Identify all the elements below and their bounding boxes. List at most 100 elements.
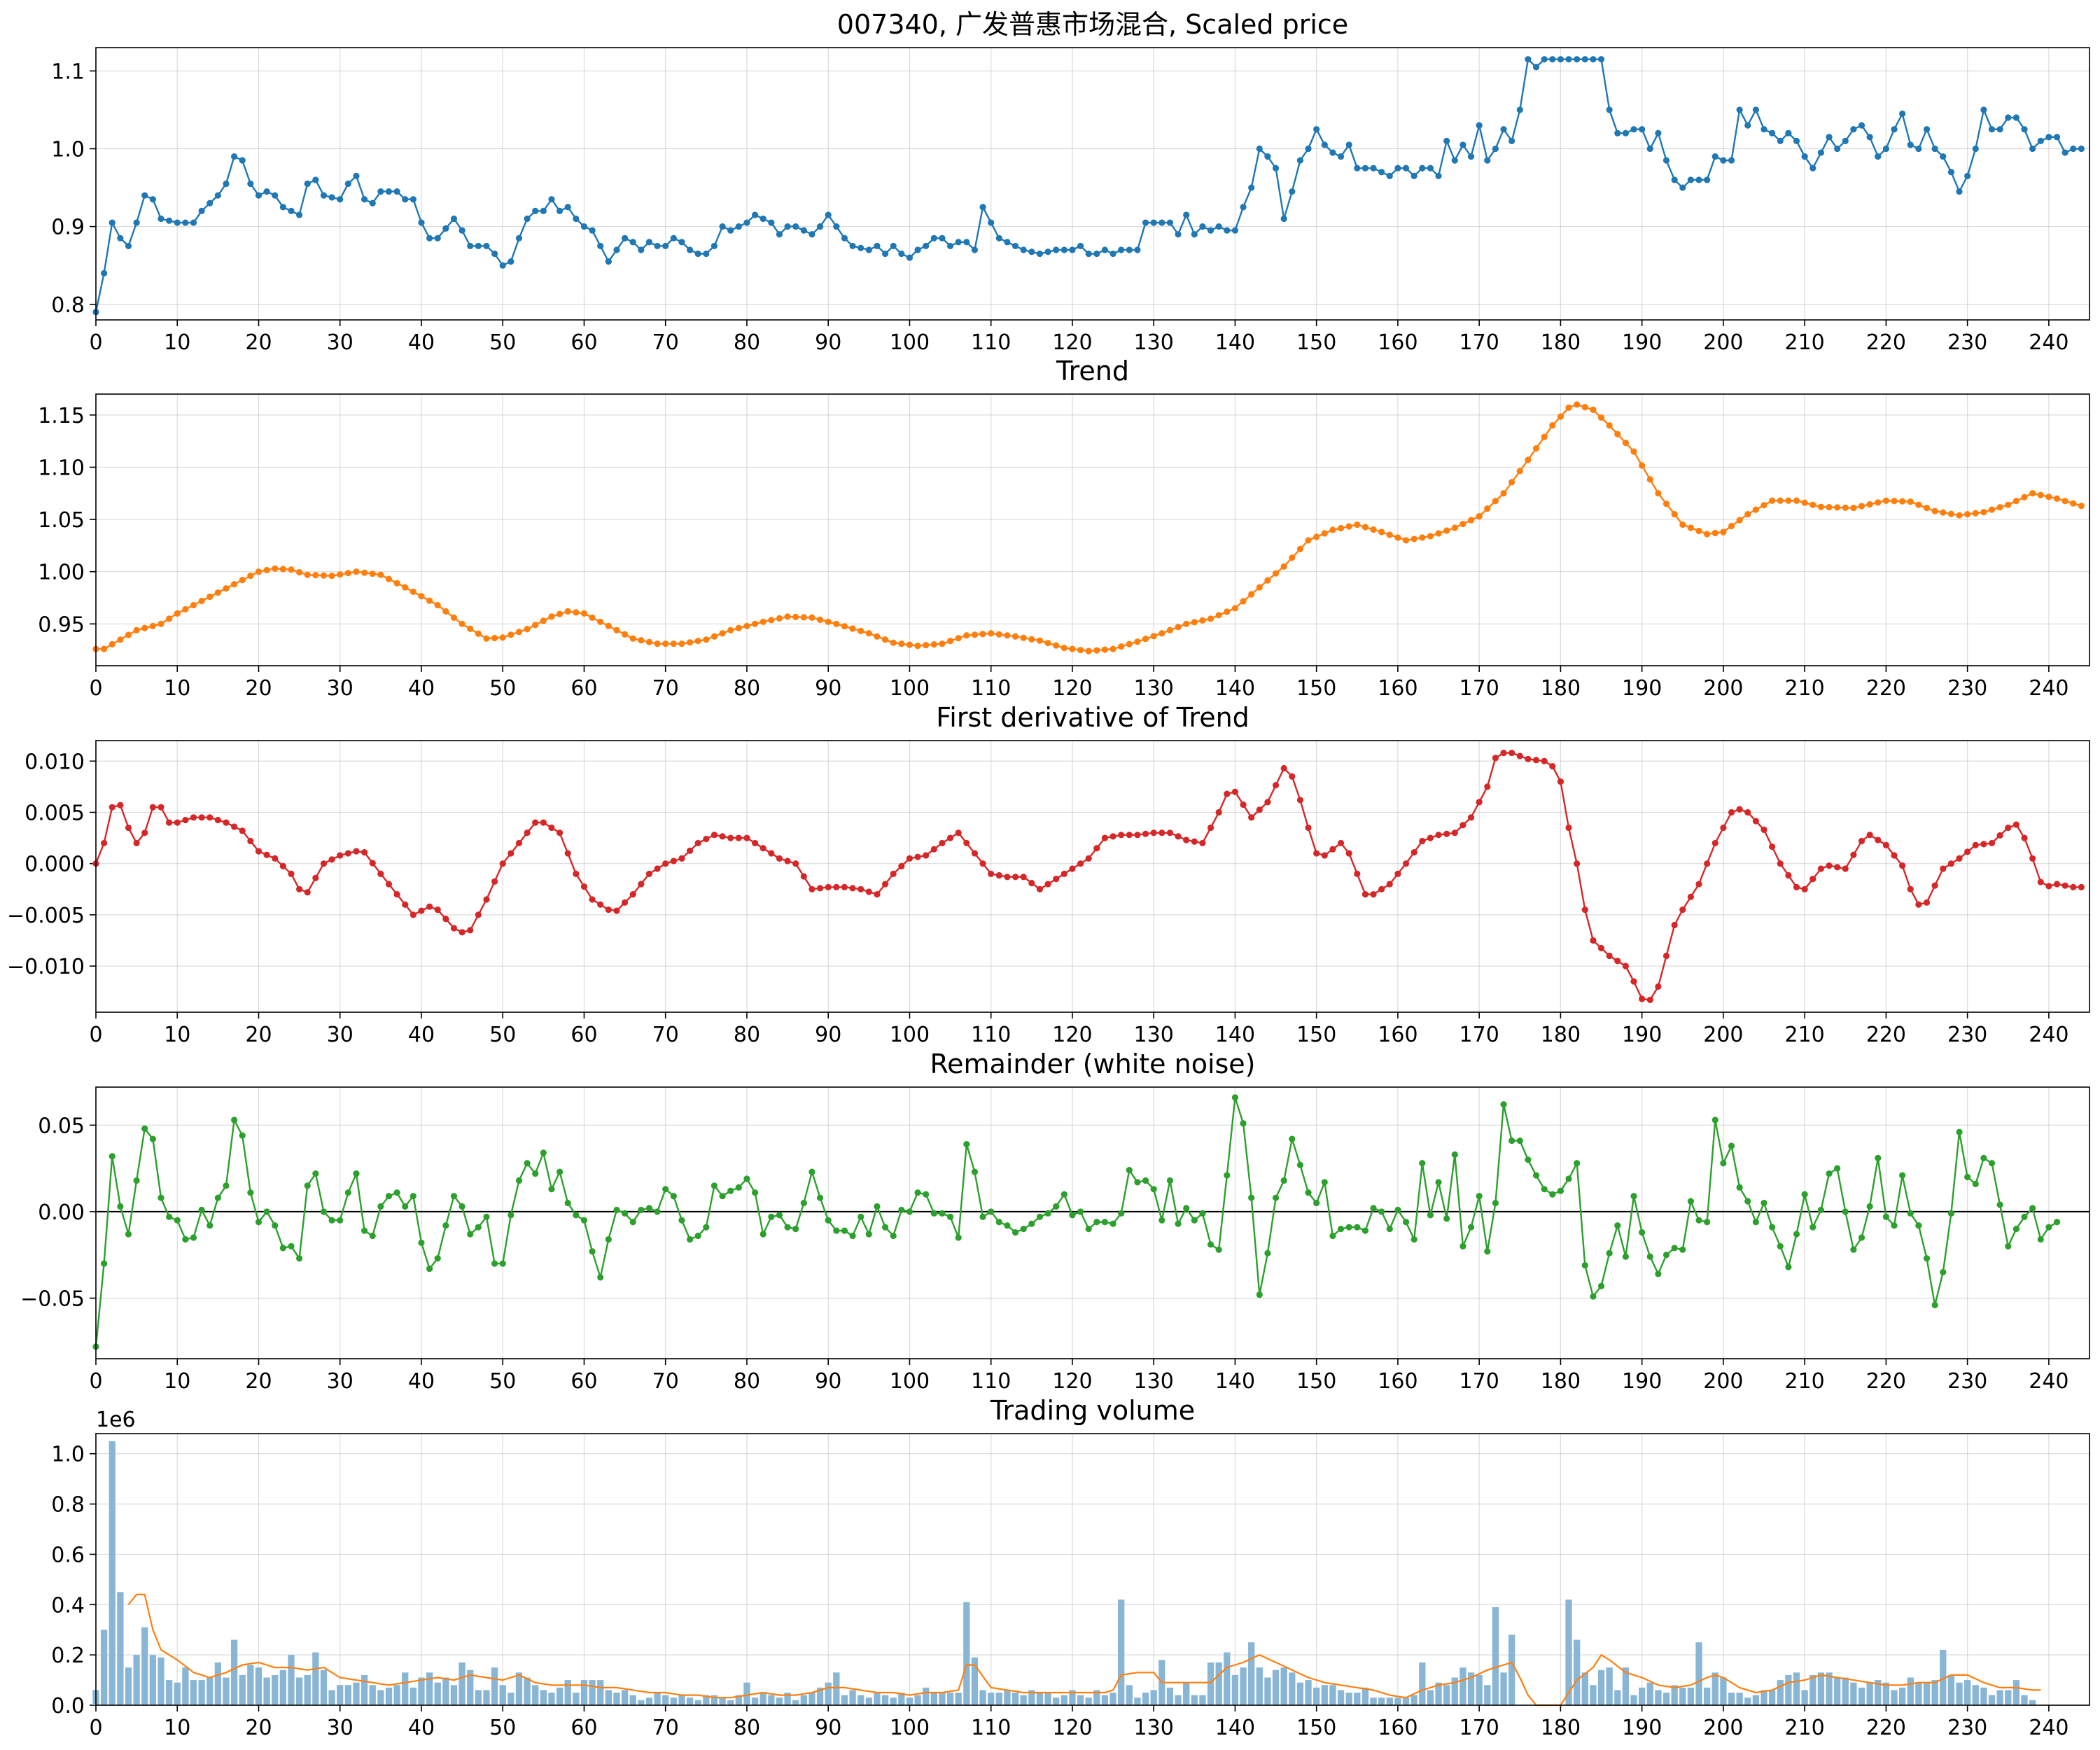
data-point [1565,404,1572,412]
data-point [1305,537,1312,544]
data-point [573,215,580,223]
data-point [841,234,848,241]
data-point [1394,534,1401,541]
data-point [320,1208,328,1215]
data-point [1020,246,1027,253]
data-point [1980,509,1987,516]
data-point [638,1206,645,1214]
data-point [1581,906,1588,913]
data-point [1410,1236,1418,1243]
data-point [580,223,588,230]
volume-bar [1639,1687,1646,1705]
data-point [149,804,156,811]
data-point [158,620,164,627]
data-point [361,848,368,856]
data-point [369,570,376,578]
data-point [263,1208,270,1215]
data-point [272,1222,279,1229]
data-point [2037,137,2044,144]
panel-5: 0 10 20 30 40 50 60 70 80 90 100 110 120 130 140 150 160… [51,1395,2090,1740]
data-point [2012,821,2019,828]
x-tick-label: 130 [1134,1716,1174,1740]
data-point [1662,500,1670,507]
data-point [1280,215,1287,223]
data-point [1923,899,1931,906]
data-point [1451,157,1458,164]
data-point [808,231,816,238]
data-point [1199,617,1206,624]
data-point [1525,56,1532,63]
data-point [1858,837,1865,845]
data-point [597,242,604,250]
data-point [678,855,685,862]
y-tick-label: 1.10 [38,456,85,480]
data-point [1655,490,1662,497]
data-point [1175,624,1182,631]
data-point [1484,1248,1491,1255]
x-tick-label: 150 [1296,1716,1336,1740]
volume-bar [1069,1690,1076,1705]
data-point [1614,958,1621,965]
data-point [1980,106,1987,113]
volume-bar [1898,1687,1906,1705]
data-point [2045,883,2052,890]
x-tick-label: 80 [734,676,760,701]
data-point [1541,757,1548,764]
data-point [344,1189,351,1196]
volume-bar [1451,1677,1458,1705]
data-point [1370,526,1377,533]
data-point [914,246,921,253]
x-tick-label: 230 [1947,1369,1987,1394]
data-point [231,823,238,830]
volume-bar [1614,1690,1621,1705]
data-point [158,1194,164,1201]
data-point [1191,1217,1198,1224]
data-point [1793,883,1800,890]
data-point [825,1217,832,1224]
volume-bar [1467,1672,1475,1705]
volume-bar [344,1685,352,1705]
data-point [1004,874,1011,881]
x-tick-label: 150 [1296,1023,1336,1047]
data-point [727,1187,734,1194]
x-tick-label: 240 [2029,1369,2068,1394]
data-point [751,211,759,218]
x-tick-label: 110 [971,1369,1011,1394]
data-point [1817,865,1824,872]
data-point [784,613,791,620]
volume-bar [1850,1682,1857,1705]
data-point [1231,788,1239,795]
volume-bar [1817,1672,1825,1705]
x-tick-label: 0 [89,676,102,701]
data-point [1492,1199,1499,1207]
data-point [1191,838,1198,845]
data-point [515,629,523,636]
x-tick-label: 120 [1052,1369,1092,1394]
data-point [2070,883,2077,890]
data-point [255,1219,262,1226]
data-point [768,219,775,226]
data-point [174,219,181,226]
volume-bar [865,1698,872,1705]
volume-bar [1410,1695,1418,1705]
y-tick-label: 0.00 [38,1200,85,1225]
data-point [1964,1173,1971,1181]
data-point [1296,545,1304,552]
data-point [1011,242,1019,250]
data-point [548,196,555,203]
data-point [1899,498,1906,505]
x-tick-label: 40 [408,1369,435,1394]
x-tick-label: 230 [1947,1716,1987,1740]
data-point [1362,891,1369,898]
data-point [1622,962,1630,969]
x-tick-label: 160 [1378,1023,1418,1047]
data-point [2029,145,2036,153]
x-tick-label: 10 [164,1369,190,1394]
data-point [239,827,246,834]
data-point [1053,642,1060,649]
volume-bar [1695,1642,1702,1705]
data-point [694,638,701,645]
data-point [1988,126,1996,133]
x-tick-label: 200 [1703,676,1743,701]
volume-bar [1476,1674,1483,1705]
